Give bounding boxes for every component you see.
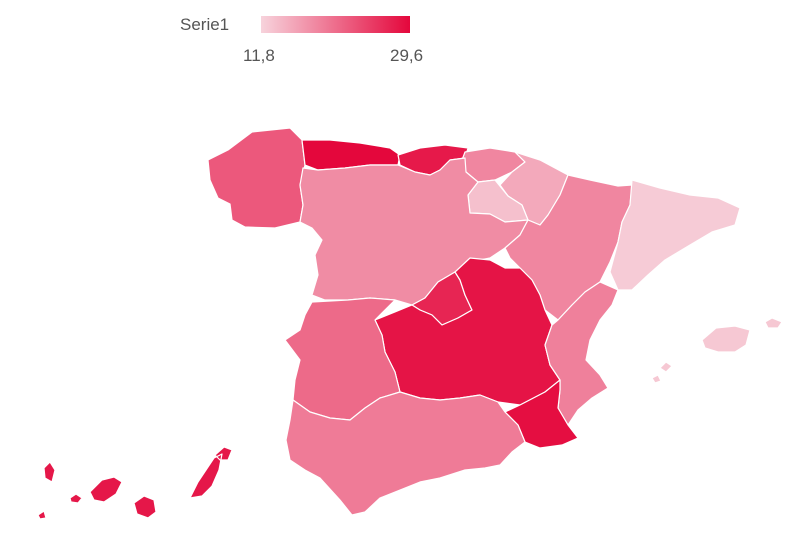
legend-color-scale <box>261 16 410 33</box>
region-castilla-y-leon[interactable] <box>299 157 529 306</box>
legend-max-label: 29,6 <box>390 46 424 65</box>
region-canarias[interactable] <box>37 446 233 520</box>
region-cataluna[interactable] <box>609 179 741 291</box>
region-andalucia[interactable] <box>285 391 526 516</box>
region-comunitat-valenciana[interactable] <box>544 281 619 426</box>
legend: Serie1 11,8 29,6 <box>0 0 798 80</box>
region-galicia[interactable] <box>207 127 306 229</box>
legend-min-label: 11,8 <box>243 46 275 65</box>
region-illes-balears[interactable] <box>651 317 783 384</box>
legend-title: Serie1 <box>180 15 230 34</box>
